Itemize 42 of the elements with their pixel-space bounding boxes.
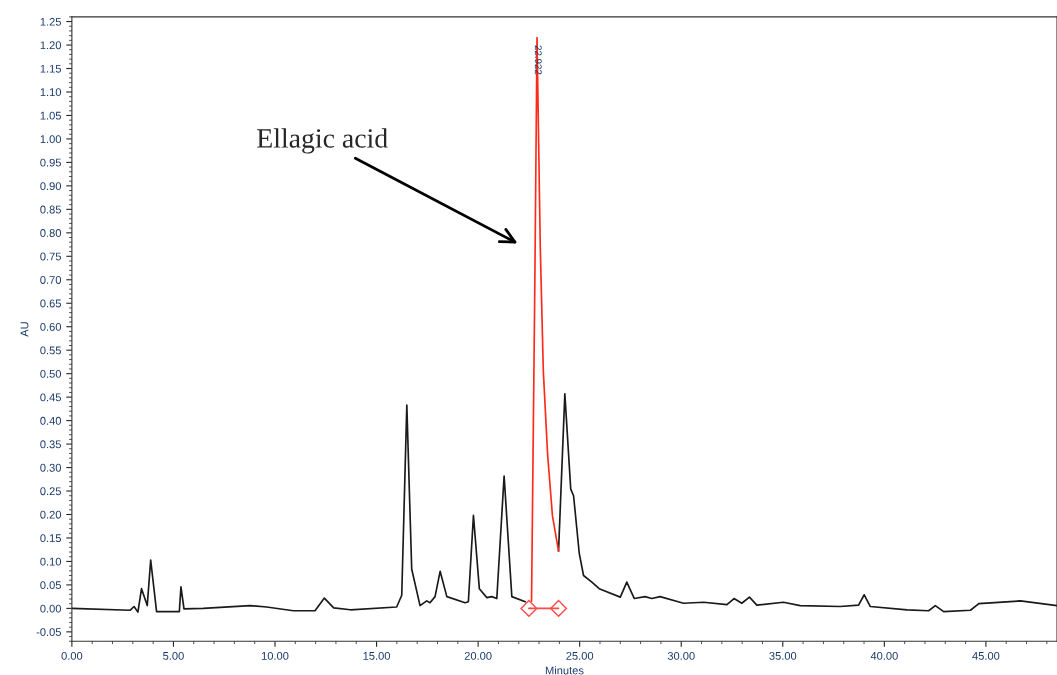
x-tick-label: 35.00 (769, 651, 797, 660)
y-tick-label: 0.95 (40, 158, 61, 167)
annotation: Ellagic acid (257, 128, 388, 154)
x-tick-label: 40.00 (870, 651, 898, 660)
y-tick-label: 0.80 (40, 229, 62, 237)
x-tick-label: 25.00 (566, 651, 594, 660)
y-tick-label: 0.10 (40, 557, 62, 566)
y-tick-label: 0.75 (40, 252, 61, 261)
x-tick-label: 15.00 (363, 651, 391, 660)
y-tick-label: 0.70 (40, 276, 62, 284)
x-tick-label: 45.00 (972, 651, 1000, 660)
y-tick-label: 0.30 (40, 463, 62, 472)
y-tick-label: 0.05 (40, 581, 61, 590)
x-tick-label: 5.00 (163, 651, 184, 660)
y-tick-label: 0.65 (40, 299, 61, 308)
y-tick-label: 1.05 (40, 111, 61, 120)
y-tick-label: 0.15 (40, 534, 61, 543)
y-tick-label: 0.25 (40, 487, 61, 496)
y-tick-label: 1.10 (40, 88, 62, 97)
y-tick-label: 0.90 (40, 182, 62, 191)
x-tick-label: 30.00 (667, 651, 695, 660)
y-tick-label: 0.35 (40, 440, 61, 449)
line-series (557, 393, 1057, 613)
y-axis-title: AU (20, 322, 29, 337)
y-tick-label: 1.00 (40, 135, 62, 144)
annotation: 22.922 (534, 45, 542, 75)
y-tick-label: 0.40 (40, 416, 62, 425)
y-tick-label: 0.00 (40, 604, 62, 613)
x-axis-title: Minutes (545, 666, 584, 675)
x-tick-label: 20.00 (464, 651, 492, 660)
y-tick-label: 0.55 (40, 346, 61, 355)
y-tick-label: 0.45 (40, 393, 61, 402)
y-tick-label: -0.05 (36, 628, 61, 636)
y-tick-label: 0.50 (40, 369, 62, 378)
y-tick-label: 0.85 (40, 205, 61, 214)
y-tick-label: 0.60 (40, 322, 62, 331)
x-tick-label: 0.00 (61, 651, 83, 660)
y-tick-label: 1.20 (40, 41, 62, 50)
y-tick-label: 0.20 (40, 510, 62, 519)
y-tick-label: 1.25 (40, 17, 61, 26)
y-tick-label: 1.15 (40, 64, 61, 73)
x-tick-label: 10.00 (261, 651, 289, 660)
